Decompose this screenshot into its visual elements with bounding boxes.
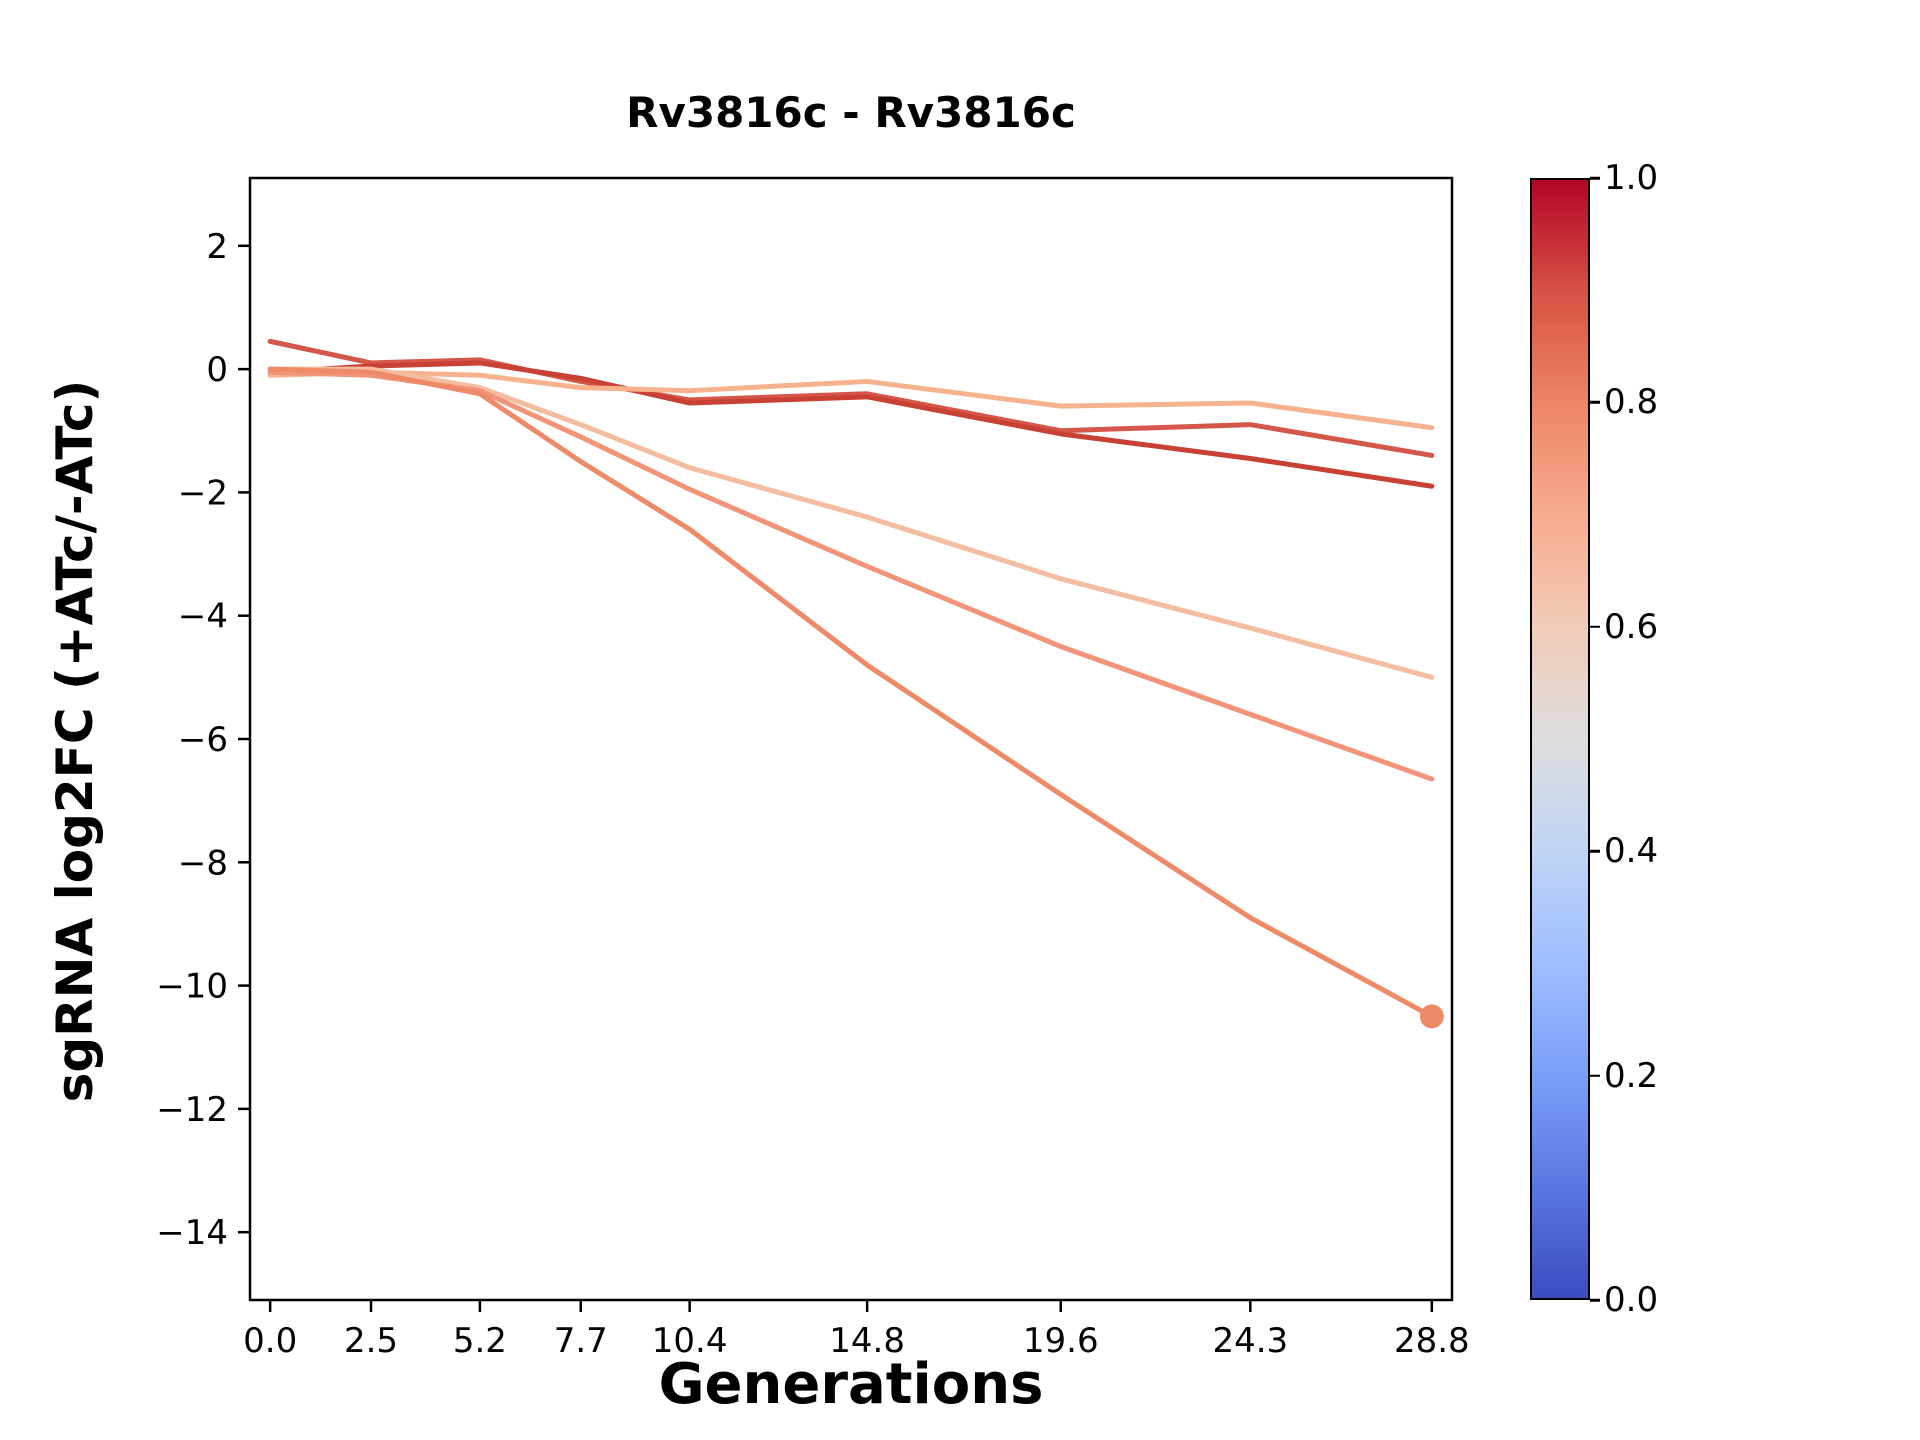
x-tick-label: 10.4 <box>652 1321 728 1361</box>
line-series-sgRNA-6 <box>267 366 1435 1019</box>
x-tick-label: 5.2 <box>453 1321 507 1361</box>
x-tick-label: 19.6 <box>1023 1321 1099 1361</box>
x-tick-label: 0.0 <box>243 1321 297 1361</box>
colorbar-tick-label: 0.6 <box>1604 606 1659 647</box>
y-tick-label: −6 <box>178 720 228 760</box>
x-tick-label: 7.7 <box>554 1321 608 1361</box>
colorbar-tick-mark <box>1590 625 1600 629</box>
y-tick-label: −14 <box>156 1213 228 1253</box>
colorbar-tick-mark <box>1590 1298 1600 1302</box>
colorbar-tick-mark <box>1590 176 1600 180</box>
colorbar-tick-label: 0.4 <box>1604 831 1659 872</box>
x-tick-label: 28.8 <box>1394 1321 1470 1361</box>
y-tick-label: −12 <box>156 1090 228 1130</box>
colorbar-tick-mark <box>1590 401 1600 404</box>
colorbar-tick-label: 1.0 <box>1604 158 1659 198</box>
chart-title: Rv3816c - Rv3816c <box>626 88 1076 137</box>
colorbar-tick-mark <box>1590 849 1600 853</box>
line-series-sgRNA-4 <box>267 366 1435 680</box>
x-tick-label: 24.3 <box>1212 1321 1288 1361</box>
x-tick-label: 14.8 <box>829 1321 905 1361</box>
colorbar <box>1530 178 1590 1300</box>
line-series-sgRNA-1 <box>267 338 1435 458</box>
y-tick-label: −8 <box>178 843 228 883</box>
y-tick-label: −2 <box>178 473 228 513</box>
line-series-sgRNA-2 <box>267 360 1435 489</box>
line-series-sgRNA-5 <box>267 369 1435 782</box>
colorbar-tick-mark <box>1590 1074 1600 1077</box>
x-tick-label: 2.5 <box>344 1321 398 1361</box>
series-end-marker-sgRNA-6 <box>1419 1004 1444 1029</box>
y-tick-label: −4 <box>178 597 228 637</box>
y-tick-label: 2 <box>206 227 228 267</box>
colorbar-tick-label: 0.2 <box>1604 1055 1659 1096</box>
y-tick-label: 0 <box>206 350 228 390</box>
colorbar-tick-label: 0.0 <box>1604 1280 1659 1320</box>
axes-spines <box>248 176 1454 1302</box>
y-tick-label: −10 <box>156 967 228 1007</box>
colorbar-tick-label: 0.8 <box>1604 382 1659 423</box>
x-axis-label: Generations <box>658 1352 1044 1417</box>
